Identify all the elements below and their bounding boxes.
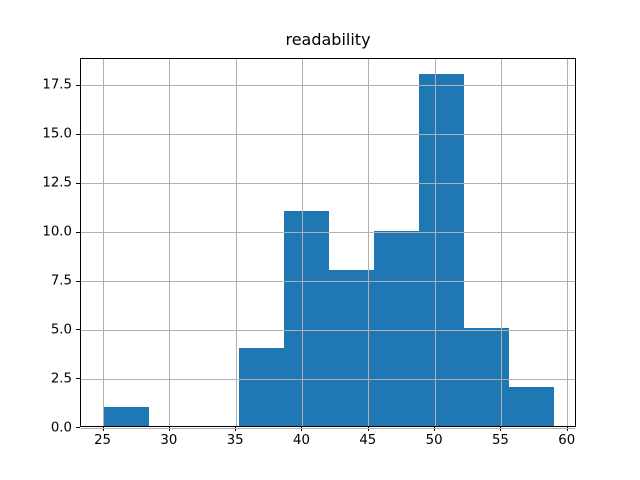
x-axis-tick [367,427,369,432]
histogram-bar [238,347,284,427]
horizontal-gridline [81,329,575,331]
x-axis-tick [235,427,237,432]
x-axis-tick [566,427,568,432]
x-axis-tick [500,427,502,432]
horizontal-gridline [81,232,575,234]
horizontal-gridline [81,134,575,136]
x-axis-tick [301,427,303,432]
x-axis-tick-label: 55 [491,433,509,449]
y-axis-tick-label: 17.5 [42,77,72,93]
x-axis-tick-label: 25 [94,433,111,449]
x-axis-tick-label: 30 [160,433,178,449]
horizontal-gridline [81,183,575,185]
y-axis-tick [76,182,80,184]
plot-area [80,57,576,429]
chart-title: readability [285,30,371,49]
y-axis-tick [76,133,80,135]
y-axis-tick-label: 0.0 [50,420,72,436]
histogram-bar [283,211,329,427]
x-axis-tick-label: 35 [226,433,244,449]
vertical-gridline [500,58,502,427]
x-axis-tick-label: 60 [558,433,576,449]
horizontal-gridline [81,427,575,429]
histogram-bar [374,230,420,427]
vertical-gridline [368,58,370,427]
x-axis-tick-label: 50 [425,433,443,449]
vertical-gridline [169,58,171,427]
y-axis-tick-label: 15.0 [42,126,72,142]
y-axis-tick [76,84,80,86]
vertical-gridline [103,58,105,427]
y-axis-tick-label: 7.5 [50,273,72,289]
y-axis-tick [76,280,80,282]
histogram-bar [464,328,510,427]
y-axis-tick [76,378,80,380]
horizontal-gridline [81,85,575,87]
y-axis-tick-label: 5.0 [50,322,72,338]
histogram-bar [103,406,149,427]
y-axis-tick [76,427,80,429]
y-axis-tick [76,329,80,331]
y-axis-tick-label: 2.5 [50,371,72,387]
x-axis-tick [168,427,170,432]
vertical-gridline [434,58,436,427]
x-axis-tick-label: 40 [293,433,310,449]
horizontal-gridline [81,281,575,283]
x-axis-tick [434,427,436,432]
x-axis-tick-label: 45 [359,433,377,449]
vertical-gridline [567,58,569,427]
y-axis-tick-label: 12.5 [42,175,72,191]
x-axis-tick [102,427,104,432]
vertical-gridline [301,58,303,427]
histogram-bar [509,387,555,427]
histogram-bar [329,269,375,427]
y-axis-tick [76,231,80,233]
y-axis-tick-label: 10.0 [42,224,72,240]
horizontal-gridline [81,378,575,380]
vertical-gridline [235,58,237,427]
histogram-bar [419,74,465,427]
